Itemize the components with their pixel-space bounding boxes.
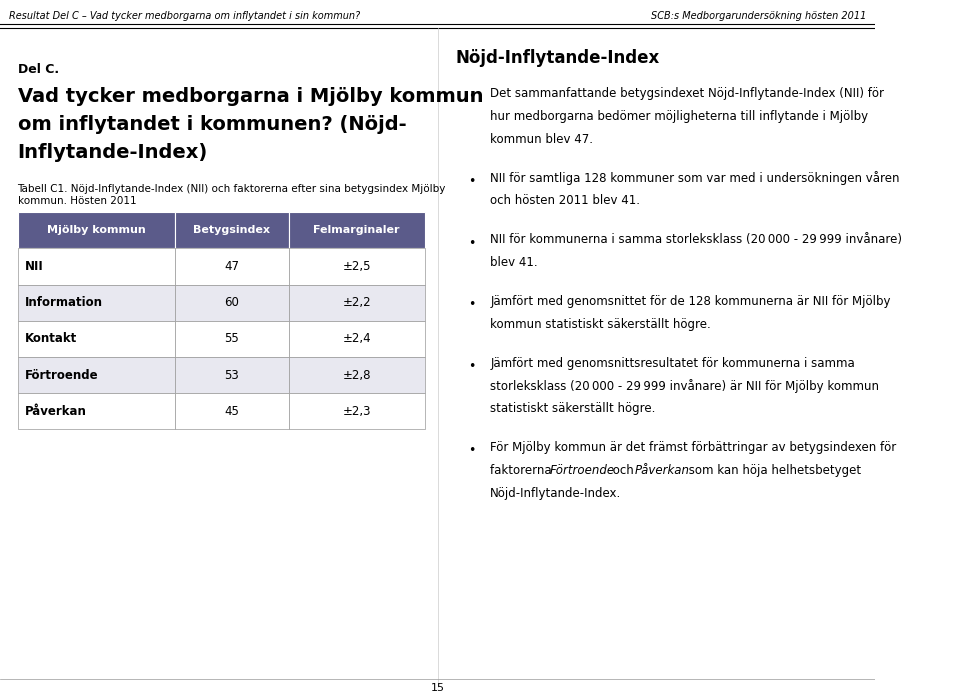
FancyBboxPatch shape: [175, 212, 289, 248]
FancyBboxPatch shape: [175, 393, 289, 429]
Text: Påverkan: Påverkan: [25, 405, 86, 418]
Text: Resultat Del C – Vad tycker medborgarna om inflytandet i sin kommun?: Resultat Del C – Vad tycker medborgarna …: [9, 11, 360, 21]
Text: Påverkan: Påverkan: [636, 464, 690, 477]
Text: NII för samtliga 128 kommuner som var med i undersökningen våren: NII för samtliga 128 kommuner som var me…: [491, 171, 900, 185]
Text: blev 41.: blev 41.: [491, 256, 538, 269]
Text: kommun statistiskt säkerställt högre.: kommun statistiskt säkerställt högre.: [491, 317, 711, 331]
Text: statistiskt säkerställt högre.: statistiskt säkerställt högre.: [491, 402, 656, 415]
Text: •: •: [468, 90, 476, 104]
Text: 55: 55: [225, 333, 239, 345]
Text: •: •: [468, 299, 476, 311]
FancyBboxPatch shape: [175, 248, 289, 285]
Text: kommun blev 47.: kommun blev 47.: [491, 133, 593, 145]
FancyBboxPatch shape: [289, 285, 424, 321]
FancyBboxPatch shape: [289, 393, 424, 429]
Text: 47: 47: [225, 260, 239, 273]
Text: Nöjd-Inflytande-Index: Nöjd-Inflytande-Index: [455, 49, 660, 67]
Text: 53: 53: [225, 369, 239, 381]
FancyBboxPatch shape: [289, 321, 424, 357]
FancyBboxPatch shape: [175, 285, 289, 321]
Text: storleksklass (20 000 - 29 999 invånare) är NII för Mjölby kommun: storleksklass (20 000 - 29 999 invånare)…: [491, 379, 879, 393]
Text: Det sammanfattande betygsindexet Nöjd-Inflytande-Index (NII) för: Det sammanfattande betygsindexet Nöjd-In…: [491, 87, 884, 100]
FancyBboxPatch shape: [17, 357, 175, 393]
Text: om inflytandet i kommunen? (Nöjd-: om inflytandet i kommunen? (Nöjd-: [17, 115, 406, 134]
Text: NII för kommunerna i samma storleksklass (20 000 - 29 999 invånare): NII för kommunerna i samma storleksklass…: [491, 233, 902, 246]
Text: Vad tycker medborgarna i Mjölby kommun: Vad tycker medborgarna i Mjölby kommun: [17, 87, 483, 106]
Text: Nöjd-Inflytande-Index.: Nöjd-Inflytande-Index.: [491, 487, 621, 500]
Text: SCB:s Medborgarundersökning hösten 2011: SCB:s Medborgarundersökning hösten 2011: [651, 11, 867, 21]
Text: För Mjölby kommun är det främst förbättringar av betygsindexen för: För Mjölby kommun är det främst förbättr…: [491, 441, 897, 454]
Text: och hösten 2011 blev 41.: och hösten 2011 blev 41.: [491, 194, 640, 207]
FancyBboxPatch shape: [17, 212, 175, 248]
Text: ±2,8: ±2,8: [343, 369, 371, 381]
Text: Jämfört med genomsnittet för de 128 kommunerna är NII för Mjölby: Jämfört med genomsnittet för de 128 komm…: [491, 295, 891, 308]
Text: 15: 15: [431, 683, 444, 693]
FancyBboxPatch shape: [17, 393, 175, 429]
Text: Förtroende: Förtroende: [550, 464, 615, 477]
Text: 45: 45: [225, 405, 239, 418]
FancyBboxPatch shape: [175, 357, 289, 393]
Text: •: •: [468, 175, 476, 188]
Text: Inflytande-Index): Inflytande-Index): [17, 143, 207, 161]
FancyBboxPatch shape: [17, 321, 175, 357]
Text: Tabell C1. Nöjd-Inflytande-Index (NII) och faktorerna efter sina betygsindex Mjö: Tabell C1. Nöjd-Inflytande-Index (NII) o…: [17, 184, 445, 206]
Text: Förtroende: Förtroende: [25, 369, 98, 381]
Text: NII: NII: [25, 260, 43, 273]
Text: Felmarginaler: Felmarginaler: [314, 226, 400, 235]
Text: ±2,5: ±2,5: [343, 260, 371, 273]
Text: ±2,2: ±2,2: [343, 296, 371, 309]
Text: Mjölby kommun: Mjölby kommun: [47, 226, 146, 235]
Text: Del C.: Del C.: [17, 63, 59, 76]
Text: •: •: [468, 237, 476, 250]
Text: 60: 60: [225, 296, 239, 309]
FancyBboxPatch shape: [17, 248, 175, 285]
Text: ±2,4: ±2,4: [343, 333, 371, 345]
Text: Kontakt: Kontakt: [25, 333, 77, 345]
FancyBboxPatch shape: [289, 212, 424, 248]
FancyBboxPatch shape: [289, 357, 424, 393]
Text: hur medborgarna bedömer möjligheterna till inflytande i Mjölby: hur medborgarna bedömer möjligheterna ti…: [491, 110, 869, 122]
Text: faktorerna: faktorerna: [491, 464, 556, 477]
Text: som kan höja helhetsbetyget: som kan höja helhetsbetyget: [685, 464, 861, 477]
FancyBboxPatch shape: [289, 248, 424, 285]
Text: Betygsindex: Betygsindex: [194, 226, 271, 235]
Text: •: •: [468, 445, 476, 457]
Text: ±2,3: ±2,3: [343, 405, 371, 418]
Text: Information: Information: [25, 296, 103, 309]
Text: och: och: [610, 464, 637, 477]
FancyBboxPatch shape: [175, 321, 289, 357]
FancyBboxPatch shape: [17, 285, 175, 321]
Text: Jämfört med genomsnittsresultatet för kommunerna i samma: Jämfört med genomsnittsresultatet för ko…: [491, 356, 855, 370]
Text: •: •: [468, 360, 476, 373]
